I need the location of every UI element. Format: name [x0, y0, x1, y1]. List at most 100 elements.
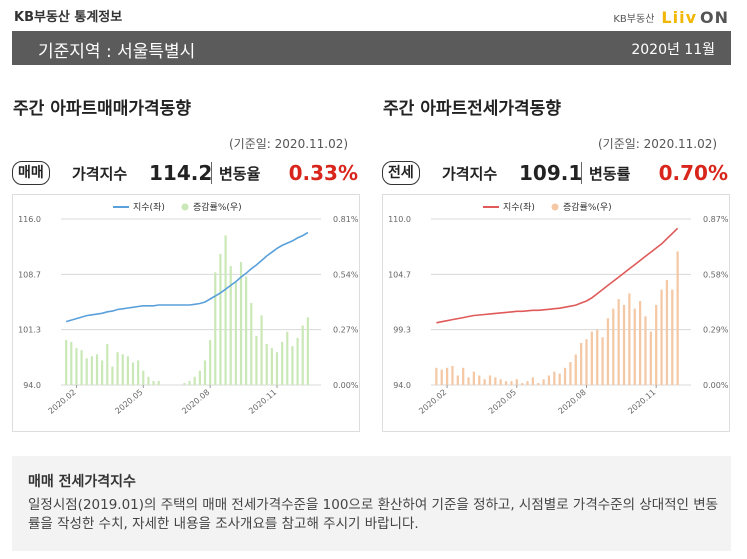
jeonse-chart: 94.0 99.3 104.7 110.0 0.00% 0.29% 0.58% 0.87% 20…: [388, 201, 729, 416]
month-label: 2020년 11월: [631, 42, 715, 58]
change-bar: [633, 308, 636, 385]
change-bar: [638, 301, 642, 385]
sale-change-value: 0.33%: [288, 161, 358, 185]
change-bar: [478, 375, 481, 385]
change-bar: [472, 371, 476, 385]
change-bar: [590, 331, 593, 385]
change-bar: [671, 289, 674, 385]
jeonse-index-value: 109.1: [519, 161, 583, 185]
change-bar: [152, 380, 155, 385]
change-bar: [142, 370, 145, 385]
change-bar: [203, 360, 207, 385]
legend-bar-swatch: [551, 203, 559, 211]
jeonse-section-title: 주간 아파트전세가격동향: [383, 99, 561, 119]
change-bar: [80, 350, 83, 385]
x-tick-label: 2020.08: [180, 388, 211, 416]
change-bar: [116, 352, 119, 385]
info-text: 일정시점(2019.01)의 주택의 매매 전세가격수준을 100으로 환산하여…: [28, 497, 719, 532]
change-bar: [462, 367, 465, 385]
change-bar: [435, 367, 438, 385]
sale-base-date: (기준일: 2020.11.02): [229, 137, 349, 151]
change-bar: [188, 380, 191, 385]
change-bar: [488, 375, 492, 385]
y-left-tick-label: 110.0: [388, 215, 411, 224]
liiv-on-logo[interactable]: KB부동산 Liiv ON: [613, 7, 729, 27]
change-bar: [655, 304, 658, 385]
logo-liiv: Liiv: [661, 7, 697, 27]
change-bar: [214, 272, 217, 385]
y-left-tick-label: 116.0: [18, 215, 41, 224]
change-bar: [85, 358, 88, 385]
change-bar: [644, 316, 647, 385]
sale-stat-row: 매매 가격지수 114.2 변동율 0.33%: [12, 160, 358, 188]
y-right-tick-label: 0.00%: [333, 381, 359, 390]
change-bar: [612, 308, 615, 385]
legend-label: 증감률%(우): [563, 201, 612, 213]
change-bar: [440, 369, 443, 385]
y-right-tick-label: 0.81%: [333, 215, 359, 224]
y-left-tick-label: 104.7: [388, 270, 411, 279]
change-bar: [628, 293, 631, 385]
change-bar: [515, 379, 518, 385]
jeonse-divider: [581, 162, 582, 184]
y-right-tick-label: 0.58%: [703, 270, 729, 279]
jeonse-stat-row: 전세 가격지수 109.1 변동률 0.70%: [382, 160, 728, 188]
change-bar: [606, 318, 610, 385]
change-bar: [537, 383, 540, 385]
legend-label: 지수(좌): [133, 202, 165, 213]
y-right-tick-label: 0.29%: [703, 326, 729, 335]
change-bar: [504, 381, 508, 385]
change-bar: [306, 317, 309, 385]
change-bar: [219, 253, 222, 385]
change-bar: [553, 371, 556, 385]
change-bar: [494, 377, 497, 385]
jeonse-change-label: 변동률: [589, 165, 631, 183]
change-bar: [456, 375, 459, 385]
change-bar: [558, 373, 561, 385]
change-bar: [265, 344, 268, 385]
jeonse-chart-box: 94.0 99.3 104.7 110.0 0.00% 0.29% 0.58% 0.87% 20…: [382, 194, 730, 432]
info-panel: 매매 전세가격지수 일정시점(2019.01)의 주택의 매매 전세가격수준을 …: [12, 456, 731, 551]
y-left-tick-label: 99.3: [393, 326, 411, 335]
region-label: 기준지역 : 서울특별시: [38, 42, 196, 62]
change-bar: [510, 381, 513, 385]
x-tick-label: 2020.02: [47, 388, 78, 416]
change-bar: [301, 325, 304, 385]
change-bar: [563, 367, 567, 385]
change-bar: [574, 354, 577, 385]
x-tick-label: 2020.02: [417, 388, 448, 416]
change-bar: [126, 356, 129, 385]
change-bar: [198, 370, 201, 385]
change-bar: [260, 315, 263, 385]
jeonse-index-label: 가격지수: [442, 165, 498, 183]
change-bar: [234, 282, 237, 385]
change-bar: [291, 346, 294, 385]
change-bar: [601, 337, 604, 385]
change-bar: [90, 356, 93, 385]
brand-title: KB부동산 통계정보: [14, 10, 123, 25]
change-bar: [224, 235, 227, 385]
change-bar: [239, 262, 243, 385]
change-bar: [660, 289, 663, 385]
change-bar: [131, 362, 135, 385]
change-bar: [209, 339, 212, 385]
legend-label: 증감률%(우): [193, 201, 242, 213]
change-bar: [270, 348, 273, 385]
change-bar: [106, 344, 109, 385]
change-bar: [451, 365, 454, 385]
sale-change-label: 변동율: [219, 165, 261, 183]
change-bar: [499, 379, 502, 385]
change-bar: [101, 360, 104, 385]
change-bar: [649, 331, 652, 385]
change-bar: [521, 383, 524, 385]
sale-index-value: 114.2: [149, 161, 213, 185]
y-left-tick-label: 108.7: [18, 270, 41, 279]
sale-divider: [211, 162, 212, 184]
change-bar: [70, 341, 73, 385]
sale-chart-box: 94.0 101.3 108.7 116.0 0.00% 0.27% 0.54% 0.81% 2…: [12, 194, 360, 432]
y-right-tick-label: 0.00%: [703, 381, 729, 390]
x-tick-label: 2020.05: [487, 388, 518, 416]
legend-label: 지수(좌): [503, 202, 535, 213]
sale-index-label: 가격지수: [72, 165, 128, 183]
change-bar: [580, 343, 583, 385]
